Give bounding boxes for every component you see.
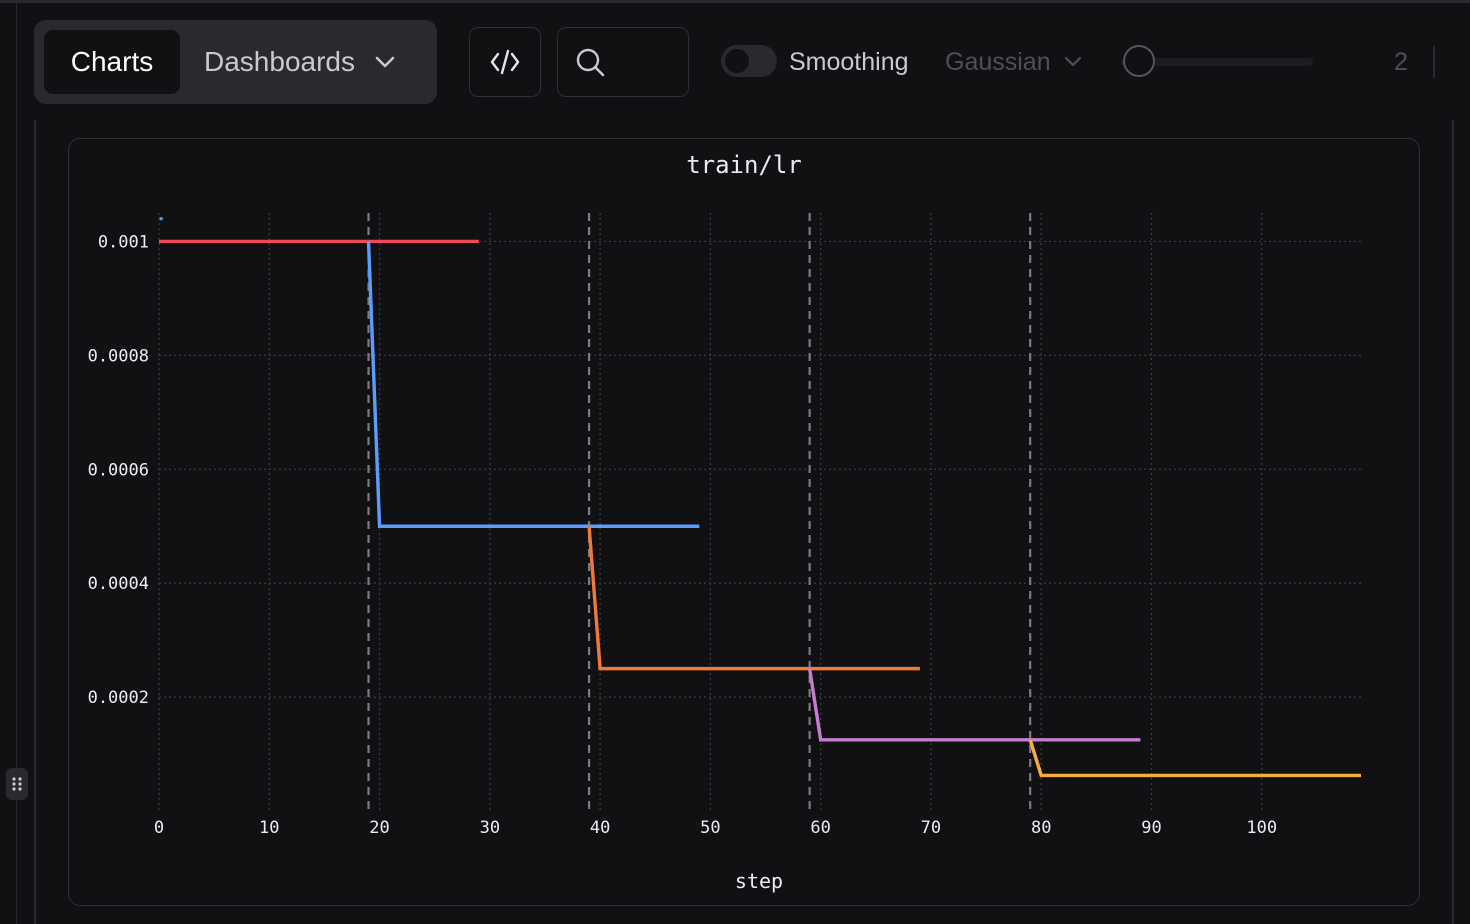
search-button[interactable] [557, 27, 689, 97]
series-line-5 [1028, 739, 1361, 778]
smoothing-method-value: Gaussian [945, 48, 1051, 76]
x-tick-label: 10 [259, 818, 279, 838]
x-tick-label: 90 [1141, 818, 1161, 838]
y-tick-label: 0.0002 [88, 688, 149, 708]
left-rail [16, 0, 17, 924]
smoothing-value: 2 [1394, 48, 1408, 76]
y-tick-label: 0.0004 [88, 574, 149, 594]
tab-dashboards[interactable]: Dashboards [192, 30, 422, 94]
code-button[interactable] [469, 27, 541, 97]
x-tick-label: 20 [369, 818, 389, 838]
y-tick-label: 0.0006 [88, 460, 149, 480]
slider-track [1121, 58, 1313, 66]
x-tick-label: 70 [921, 818, 941, 838]
smoothing-slider[interactable] [1121, 44, 1313, 80]
toolbar: Charts Dashboards Smoothing [0, 0, 1470, 120]
slider-thumb[interactable] [1123, 45, 1155, 77]
view-switch: Charts Dashboards [34, 20, 437, 104]
series-line-4 [807, 668, 1141, 742]
panel-border-right [1452, 120, 1454, 924]
chart-card: 0 10 20 30 40 50 60 70 80 90 100 0.0002 0.0004 0.0006… [68, 138, 1420, 906]
series-line-3 [587, 526, 920, 671]
x-tick-label: 60 [810, 818, 830, 838]
y-tick-label: 0.001 [98, 232, 149, 252]
data-point [159, 217, 163, 221]
x-tick-label: 80 [1031, 818, 1051, 838]
y-tick-label: 0.0008 [88, 346, 149, 366]
smoothing-label: Smoothing [789, 48, 909, 76]
tab-dashboards-label: Dashboards [204, 46, 355, 77]
series-line-2 [366, 241, 700, 528]
x-tick-label: 0 [154, 818, 164, 838]
chart-title: train/lr [686, 151, 802, 179]
top-border [0, 0, 1470, 3]
line-chart[interactable]: 0 10 20 30 40 50 60 70 80 90 100 0.0002 0.0004 0.0006… [69, 139, 1421, 907]
x-tick-label: 40 [590, 818, 610, 838]
x-tick-label: 50 [700, 818, 720, 838]
smoothing-method-select[interactable]: Gaussian [945, 45, 1095, 79]
search-icon [576, 48, 605, 77]
smoothing-toggle[interactable] [721, 45, 777, 77]
code-icon [490, 49, 520, 75]
grip-icon [12, 777, 22, 791]
chevron-down-icon [1064, 56, 1082, 67]
tab-charts[interactable]: Charts [44, 30, 180, 94]
chevron-down-icon [375, 56, 395, 68]
panel-border-left [34, 120, 36, 924]
x-tick-label: 30 [480, 818, 500, 838]
toggle-knob [725, 49, 749, 73]
x-axis-label: step [735, 869, 783, 893]
divider [1433, 46, 1435, 78]
drag-handle[interactable] [6, 768, 28, 800]
x-tick-label: 100 [1246, 818, 1277, 838]
